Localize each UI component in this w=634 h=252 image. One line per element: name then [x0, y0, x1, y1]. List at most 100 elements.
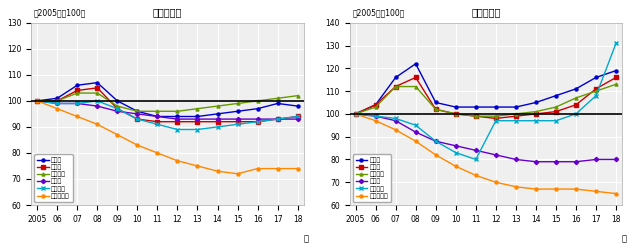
東京圈 [472, 106, 479, 109]
地方その他 [153, 151, 161, 154]
地方その他 [74, 115, 81, 118]
地方その他 [34, 99, 41, 102]
地方四市 [294, 115, 301, 118]
地方その他 [294, 167, 301, 170]
名古屋圈 [552, 106, 560, 109]
地方その他 [552, 187, 560, 191]
地方四市 [193, 128, 201, 131]
東京圈 [512, 106, 520, 109]
名古屋圈 [214, 105, 221, 108]
Line: 大阪圈: 大阪圈 [354, 76, 618, 120]
地方圈 [512, 158, 520, 161]
名古屋圈 [134, 110, 141, 113]
地方圈 [552, 160, 560, 163]
大阪圈 [274, 118, 281, 121]
地方圈 [254, 118, 261, 121]
東京圈 [532, 101, 540, 104]
大阪圈 [153, 120, 161, 123]
地方圈 [193, 118, 201, 121]
地方圈 [74, 102, 81, 105]
Line: 名古屋圈: 名古屋圈 [354, 83, 618, 118]
名古屋圈 [234, 102, 242, 105]
大阪圈 [532, 112, 540, 115]
地方圈 [153, 115, 161, 118]
名古屋圈 [452, 112, 460, 115]
大阪圈 [472, 115, 479, 118]
大阪圈 [572, 103, 579, 106]
大阪圈 [74, 89, 81, 92]
東京圈 [193, 115, 201, 118]
地方その他 [193, 165, 201, 168]
地方その他 [572, 187, 579, 191]
地方圈 [134, 112, 141, 115]
東京圈 [492, 106, 500, 109]
名古屋圈 [532, 110, 540, 113]
地方その他 [452, 165, 460, 168]
名古屋圈 [612, 83, 620, 86]
大阪圈 [134, 118, 141, 121]
地方四市 [592, 94, 600, 97]
地方圈 [612, 158, 620, 161]
地方その他 [592, 190, 600, 193]
地方四市 [34, 99, 41, 102]
Text: （2005年＝100）: （2005年＝100） [353, 8, 404, 17]
地方四市 [214, 125, 221, 129]
地方その他 [234, 172, 242, 175]
名古屋圈 [113, 105, 121, 108]
名古屋圈 [254, 99, 261, 102]
名古屋圈 [472, 115, 479, 118]
地方圈 [592, 158, 600, 161]
Line: 地方その他: 地方その他 [354, 112, 618, 195]
地方その他 [53, 107, 61, 110]
東京圈 [274, 102, 281, 105]
地方圈 [572, 160, 579, 163]
地方四市 [113, 107, 121, 110]
大阪圈 [174, 120, 181, 123]
名古屋圈 [74, 91, 81, 94]
Text: （商業地）: （商業地） [471, 7, 500, 17]
地方四市 [412, 124, 420, 127]
大阪圈 [372, 103, 379, 106]
地方その他 [352, 112, 359, 115]
大阪圈 [612, 76, 620, 79]
地方圈 [392, 119, 399, 122]
東京圈 [234, 110, 242, 113]
地方四市 [512, 119, 520, 122]
東京圈 [572, 87, 579, 90]
Line: 地方圈: 地方圈 [36, 99, 299, 121]
地方圈 [492, 153, 500, 156]
地方四市 [432, 140, 439, 143]
大阪圈 [93, 86, 101, 89]
東京圈 [552, 94, 560, 97]
地方その他 [412, 140, 420, 143]
名古屋圈 [572, 97, 579, 100]
大阪圈 [492, 117, 500, 120]
地方圈 [432, 140, 439, 143]
大阪圈 [512, 115, 520, 118]
大阪圈 [34, 99, 41, 102]
地方その他 [512, 185, 520, 188]
大阪圈 [254, 120, 261, 123]
地方圈 [294, 118, 301, 121]
東京圈 [294, 105, 301, 108]
地方四市 [53, 102, 61, 105]
名古屋圈 [53, 99, 61, 102]
Line: 東京圈: 東京圈 [36, 81, 299, 118]
名古屋圈 [412, 85, 420, 88]
地方その他 [492, 181, 500, 184]
東京圈 [93, 81, 101, 84]
地方四市 [372, 115, 379, 118]
地方四市 [392, 117, 399, 120]
地方圈 [412, 131, 420, 134]
大阪圈 [392, 85, 399, 88]
東京圈 [153, 115, 161, 118]
地方圈 [53, 102, 61, 105]
東京圈 [174, 115, 181, 118]
名古屋圈 [174, 110, 181, 113]
地方四市 [552, 119, 560, 122]
地方四市 [174, 128, 181, 131]
地方圈 [532, 160, 540, 163]
大阪圈 [214, 120, 221, 123]
東京圈 [214, 112, 221, 115]
地方四市 [472, 158, 479, 161]
